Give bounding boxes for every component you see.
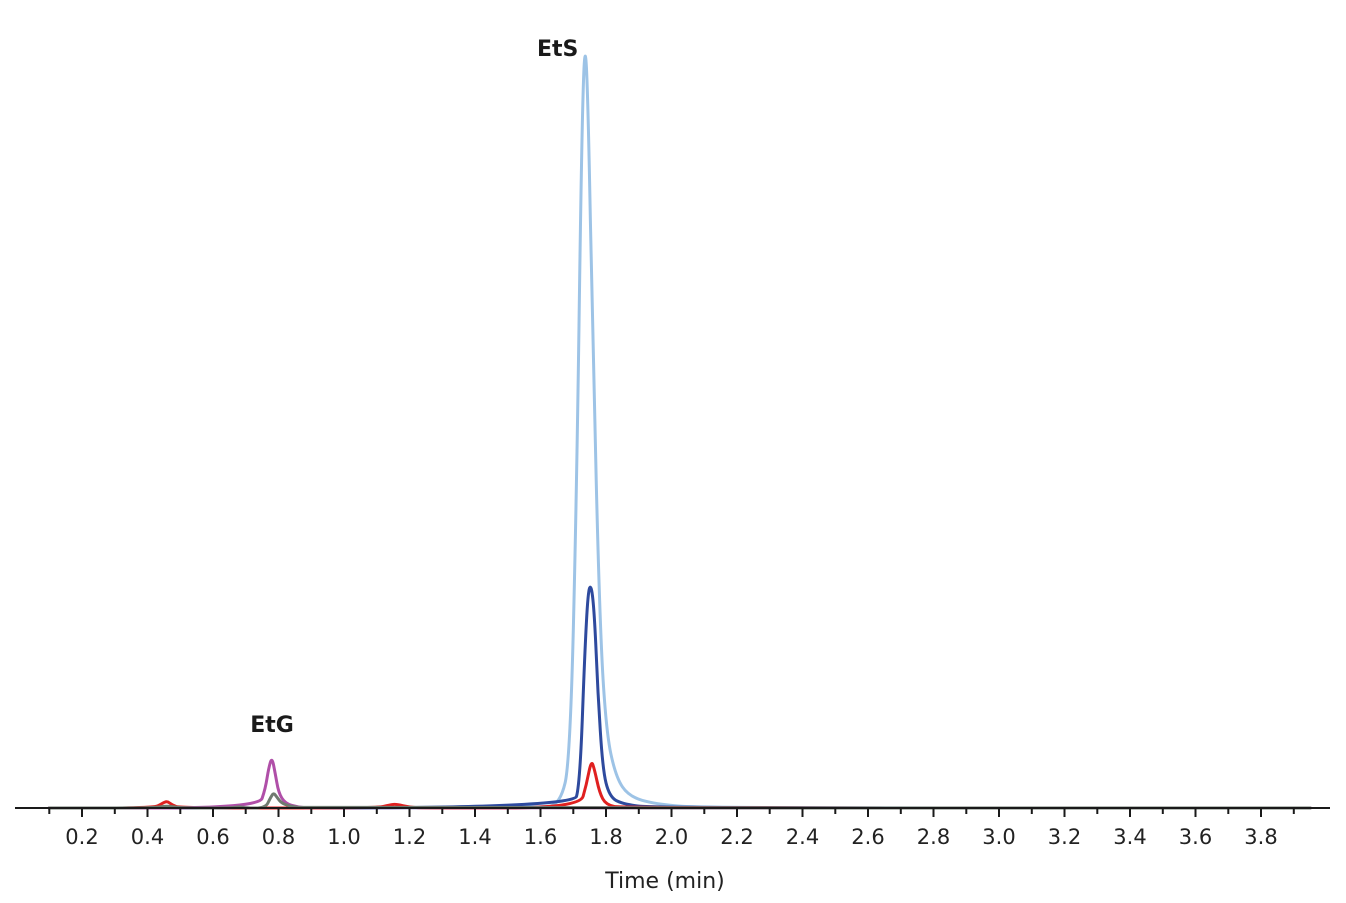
series-line-3 [47, 762, 1312, 810]
peak-annotations: EtG EtS [250, 37, 578, 738]
x-tick-label: 0.8 [262, 825, 295, 849]
x-tick-label: 3.2 [1048, 825, 1081, 849]
x-tick-label: 1.4 [458, 825, 491, 849]
x-tick-label: 2.2 [720, 825, 753, 849]
peak-label-etg: EtG [250, 713, 294, 738]
x-tick-label: 2.4 [786, 825, 819, 849]
series-layer [47, 54, 1312, 810]
x-tick-label: 0.4 [131, 825, 164, 849]
x-tick-label: 1.8 [589, 825, 622, 849]
x-tick-label: 0.2 [65, 825, 98, 849]
x-tick-label: 2.6 [851, 825, 884, 849]
x-tick-label: 1.2 [393, 825, 426, 849]
x-axis-tick-labels: 0.2 0.4 0.6 0.8 1.0 1.2 1.4 1.6 1.8 2.0 2.2 2.4 2.6 2… [65, 825, 1277, 849]
x-tick-label: 2.8 [917, 825, 950, 849]
x-axis-title: Time (min) [604, 869, 725, 894]
peak-label-ets: EtS [537, 37, 578, 62]
x-tick-label: 2.0 [655, 825, 688, 849]
x-tick-label: 3.0 [982, 825, 1015, 849]
series-line-2 [47, 585, 1312, 810]
series-line-4 [47, 758, 1312, 810]
x-tick-label: 1.0 [327, 825, 360, 849]
x-tick-label: 1.6 [524, 825, 557, 849]
x-tick-label: 3.6 [1179, 825, 1212, 849]
x-tick-label: 0.6 [196, 825, 229, 849]
series-line-1 [47, 54, 1312, 810]
x-axis-ticks [48, 808, 1295, 817]
x-tick-label: 3.8 [1244, 825, 1277, 849]
x-tick-label: 3.4 [1113, 825, 1146, 849]
